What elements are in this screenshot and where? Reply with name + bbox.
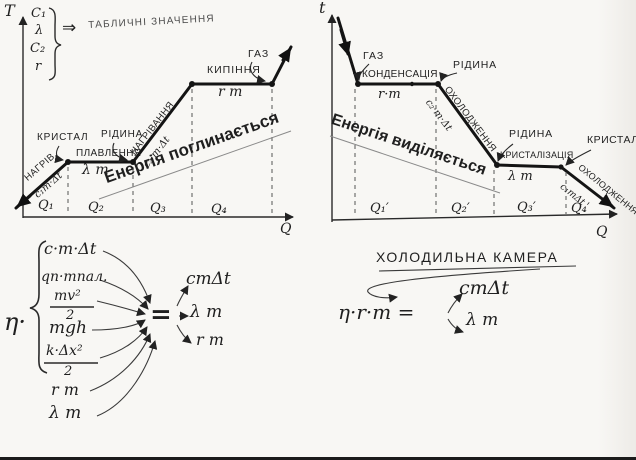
left-q2-label: Q₂: [88, 200, 104, 215]
fridge-branch-arrows: [447, 293, 464, 334]
left-graph-points: [65, 81, 275, 165]
right-liquid2-label: РІДИНА: [509, 128, 553, 140]
left-label-arrows: [54, 61, 266, 164]
eta-symbol: η·: [4, 308, 27, 336]
melting-formula: λ m: [82, 162, 109, 178]
right-state-gas-label: ГАЗ: [363, 50, 385, 62]
scan-edge-line: [0, 457, 636, 460]
crystallization-formula: λ m: [508, 169, 533, 184]
boiling-formula: r m: [218, 84, 243, 100]
energy-released-underline: [329, 135, 501, 194]
table-value-r: r: [35, 59, 42, 74]
condensation-label: КОНДЕНСАЦІЯ: [362, 69, 438, 80]
efficiency-input-5-denominator: 2: [64, 364, 73, 379]
efficiency-input-3-numerator: mv²: [54, 288, 81, 304]
efficiency-input-7: λ m: [49, 403, 82, 423]
right-liquid1-label: РІДИНА: [453, 59, 497, 71]
state-gas-label: ГАЗ: [248, 48, 270, 60]
left-graph-curve: [14, 45, 293, 210]
efficiency-equals-sign: =: [150, 300, 172, 330]
right-q1-label: Q₁′: [370, 201, 389, 216]
right-graph-curve: [336, 16, 616, 210]
efficiency-output-3: r m: [196, 330, 224, 349]
fridge-curved-arrow: [367, 268, 541, 303]
state-liquid-label: РІДИНА: [101, 129, 144, 140]
fridge-output-1: cmΔt: [459, 277, 510, 299]
efficiency-input-2: qп·mпал.: [41, 269, 108, 285]
right-graph-points: [355, 81, 564, 170]
efficiency-output-1: cmΔt: [186, 269, 231, 289]
right-q3-label: Q₃′: [517, 200, 536, 215]
right-graph-axes: [327, 14, 618, 222]
right-label-arrows: [352, 63, 592, 166]
left-graph-axes: [18, 16, 294, 222]
energy-absorbed-underline: [98, 130, 292, 200]
fridge-title-underline: [378, 265, 577, 272]
table-value-lambda: λ: [35, 23, 44, 38]
left-q1-label: Q₁: [38, 198, 54, 213]
left-x-axis-label: Q: [280, 221, 292, 237]
right-q2-label: Q₂′: [451, 201, 470, 216]
right-y-axis-label: t: [319, 0, 326, 17]
state-crystal-label: КРИСТАЛ: [37, 132, 89, 143]
right-state-crystal-label: КРИСТАЛ: [587, 134, 636, 146]
left-y-axis-label: T: [4, 1, 15, 20]
efficiency-input-4: mgh: [49, 318, 87, 338]
boiling-label: КИПІННЯ: [207, 64, 261, 76]
efficiency-input-1: c·m·Δt: [44, 239, 97, 258]
table-values-brace: [48, 7, 62, 81]
left-graph-dashed: [67, 89, 273, 214]
table-value-c1: C₁: [31, 6, 47, 21]
condensation-formula: r·m: [378, 87, 401, 102]
efficiency-converging-arrows: [89, 250, 158, 417]
fridge-title: ХОЛОДИЛЬНА КАМЕРА: [376, 249, 559, 265]
left-q3-label: Q₃: [150, 201, 166, 216]
fridge-output-2: λ m: [466, 310, 499, 330]
efficiency-input-3-denominator: 2: [66, 308, 75, 323]
left-q4-label: Q₄: [211, 202, 227, 217]
efficiency-brace: [29, 240, 48, 374]
melting-label: ПЛАВЛЕННЯ: [76, 148, 142, 159]
fraction-bars: [44, 306, 98, 364]
efficiency-input-5-numerator: k·Δx²: [46, 343, 83, 359]
right-graph-dashed: [354, 89, 567, 216]
table-value-c2: C₂: [30, 41, 46, 56]
crystallization-label: КРИСТАЛІЗАЦІЯ: [500, 150, 574, 160]
right-x-axis-label: Q: [596, 224, 608, 240]
double-arrow-icon: ⇒: [62, 18, 77, 38]
efficiency-output-2: λ m: [190, 302, 223, 322]
fridge-formula: η·r·m =: [338, 300, 415, 324]
efficiency-branch-arrows: [176, 285, 192, 344]
right-q4-label: Q₄′: [571, 201, 590, 216]
efficiency-input-6: r m: [51, 380, 79, 399]
